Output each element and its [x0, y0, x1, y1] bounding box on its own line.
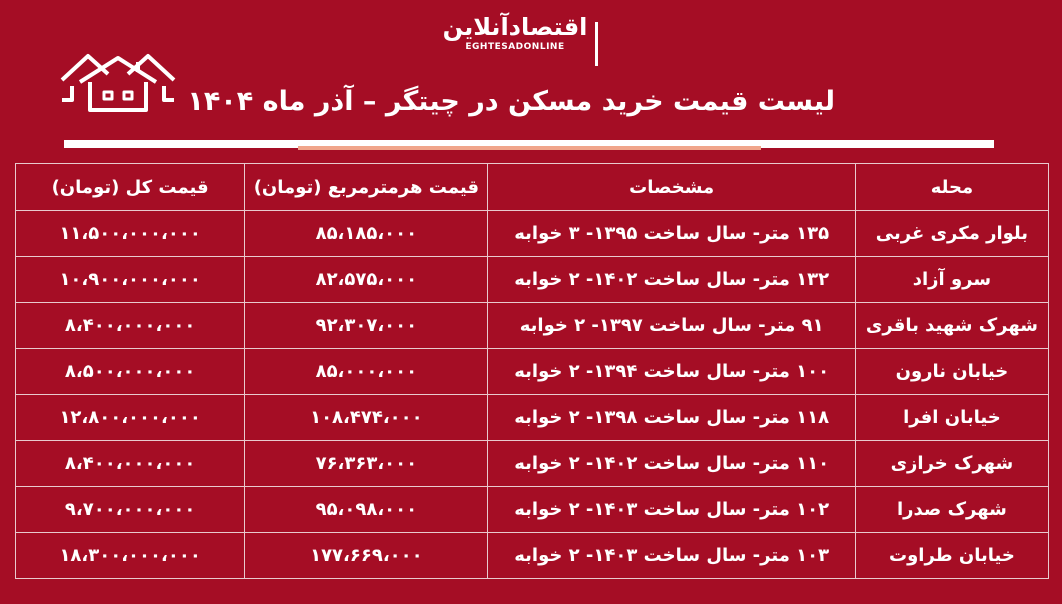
table-row: خیابان افرا ۱۱۸ متر- سال ساخت ۱۳۹۸- ۲ خوا… — [14, 394, 1050, 441]
cell-specs: ۱۳۵ متر- سال ساخت ۱۳۹۵- ۳ خوابه — [487, 210, 856, 257]
cell-neighborhood: خیابان افرا — [854, 394, 1050, 441]
cell-specs: ۱۱۰ متر- سال ساخت ۱۴۰۲- ۲ خوابه — [487, 440, 856, 487]
cell-price-per-sqm: ۸۵،۱۸۵،۰۰۰ — [244, 210, 489, 257]
table-row: شهرک خرازی ۱۱۰ متر- سال ساخت ۱۴۰۲- ۲ خواب… — [14, 440, 1050, 487]
cell-price-per-sqm: ۸۲،۵۷۵،۰۰۰ — [244, 256, 489, 303]
divider-accent — [298, 146, 761, 150]
cell-total-price: ۸،۴۰۰،۰۰۰،۰۰۰ — [14, 440, 246, 487]
header-price-per-sqm: قیمت هرمترمربع (تومان) — [244, 163, 489, 211]
cell-specs: ۱۰۳ متر- سال ساخت ۱۴۰۳- ۲ خوابه — [487, 532, 856, 579]
cell-neighborhood: خیابان طراوت — [854, 532, 1050, 579]
header-neighborhood: محله — [854, 163, 1050, 211]
cell-neighborhood: شهرک خرازی — [854, 440, 1050, 487]
header-specs: مشخصات — [487, 163, 856, 211]
cell-price-per-sqm: ۸۵،۰۰۰،۰۰۰ — [244, 348, 489, 395]
price-table: محله مشخصات قیمت هرمترمربع (تومان) قیمت … — [14, 163, 1050, 579]
house-icon — [60, 54, 176, 112]
logo-text-fa: اقتصادآنلاین — [442, 13, 589, 41]
cell-total-price: ۱۸،۳۰۰،۰۰۰،۰۰۰ — [14, 532, 246, 579]
cell-specs: ۱۳۲ متر- سال ساخت ۱۴۰۲- ۲ خوابه — [487, 256, 856, 303]
logo-bar — [595, 22, 598, 66]
cell-total-price: ۱۱،۵۰۰،۰۰۰،۰۰۰ — [14, 210, 246, 257]
cell-price-per-sqm: ۹۵،۰۹۸،۰۰۰ — [244, 486, 489, 533]
table-row: خیابان نارون ۱۰۰ متر- سال ساخت ۱۳۹۴- ۲ خو… — [14, 348, 1050, 395]
cell-price-per-sqm: ۷۶،۳۶۳،۰۰۰ — [244, 440, 489, 487]
cell-specs: ۱۱۸ متر- سال ساخت ۱۳۹۸- ۲ خوابه — [487, 394, 856, 441]
cell-total-price: ۱۲،۸۰۰،۰۰۰،۰۰۰ — [14, 394, 246, 441]
cell-total-price: ۹،۷۰۰،۰۰۰،۰۰۰ — [14, 486, 246, 533]
table-row: شهرک شهید باقری ۹۱ متر- سال ساخت ۱۳۹۷- ۲ … — [14, 302, 1050, 349]
cell-neighborhood: خیابان نارون — [854, 348, 1050, 395]
cell-price-per-sqm: ۱۰۸،۴۷۴،۰۰۰ — [244, 394, 489, 441]
cell-neighborhood: بلوار مکری غربی — [854, 210, 1050, 257]
table-row: بلوار مکری غربی ۱۳۵ متر- سال ساخت ۱۳۹۵- ۳… — [14, 210, 1050, 257]
cell-specs: ۱۰۲ متر- سال ساخت ۱۴۰۳- ۲ خوابه — [487, 486, 856, 533]
brand-logo: اقتصادآنلاین EGHTESADONLINE — [430, 12, 600, 66]
cell-neighborhood: شهرک شهید باقری — [854, 302, 1050, 349]
table-row: شهرک صدرا ۱۰۲ متر- سال ساخت ۱۴۰۳- ۲ خوابه… — [14, 486, 1050, 533]
table-row: خیابان طراوت ۱۰۳ متر- سال ساخت ۱۴۰۳- ۲ خو… — [14, 532, 1050, 579]
cell-total-price: ۸،۵۰۰،۰۰۰،۰۰۰ — [14, 348, 246, 395]
cell-neighborhood: سرو آزاد — [854, 256, 1050, 303]
logo-text-en: EGHTESADONLINE — [465, 42, 565, 52]
cell-neighborhood: شهرک صدرا — [854, 486, 1050, 533]
page-title: لیست قیمت خرید مسکن در چیتگر – آذر ماه ۱… — [187, 86, 835, 117]
table-row: سرو آزاد ۱۳۲ متر- سال ساخت ۱۴۰۲- ۲ خوابه ۸… — [14, 256, 1050, 303]
cell-specs: ۹۱ متر- سال ساخت ۱۳۹۷- ۲ خوابه — [487, 302, 856, 349]
cell-total-price: ۸،۴۰۰،۰۰۰،۰۰۰ — [14, 302, 246, 349]
table-header-row: محله مشخصات قیمت هرمترمربع (تومان) قیمت … — [14, 163, 1050, 211]
cell-specs: ۱۰۰ متر- سال ساخت ۱۳۹۴- ۲ خوابه — [487, 348, 856, 395]
cell-price-per-sqm: ۹۲،۳۰۷،۰۰۰ — [244, 302, 489, 349]
divider-white — [64, 140, 994, 148]
header-total-price: قیمت کل (تومان) — [14, 163, 246, 211]
cell-price-per-sqm: ۱۷۷،۶۶۹،۰۰۰ — [244, 532, 489, 579]
cell-total-price: ۱۰،۹۰۰،۰۰۰،۰۰۰ — [14, 256, 246, 303]
